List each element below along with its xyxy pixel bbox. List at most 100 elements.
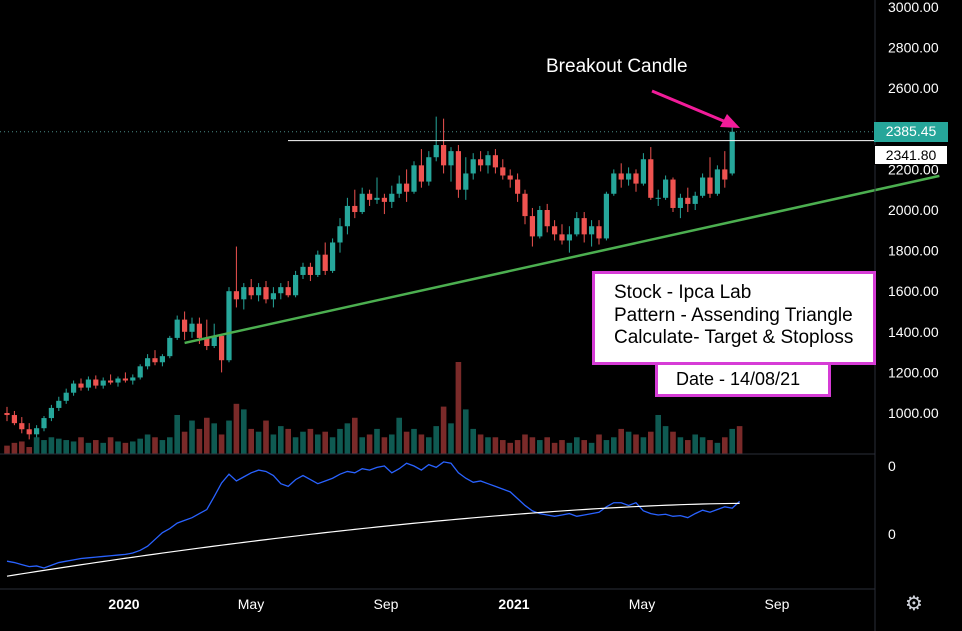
candle-body [19,423,25,430]
price-tick-label: 1600.00 [888,283,939,299]
price-tick-label: 1000.00 [888,405,939,421]
candle-body [603,193,609,239]
candle-body [589,226,595,235]
volume-bar [500,440,506,454]
volume-bar [529,437,536,454]
candle-body [219,335,225,361]
candle-body [640,159,646,184]
volume-bar [218,434,225,454]
volume-bar [211,423,217,454]
price-tick-label: 2600.00 [888,80,939,96]
candle-body [293,274,299,296]
volume-bar [352,417,358,454]
candle-body [544,210,550,227]
candle-body [707,177,713,194]
volume-bar [107,437,114,454]
candle-body [93,379,99,386]
candle-body [330,242,336,271]
candle-body [307,266,313,275]
candle-body [700,177,706,196]
volume-bar [70,441,77,454]
price-tick-label: 1400.00 [888,324,939,340]
volume-bar [655,414,661,454]
volume-bar [381,437,388,454]
candle-body [78,383,84,388]
volume-bar [537,440,543,454]
price-tick-label: 1200.00 [888,364,939,380]
volume-bar [307,428,314,454]
volume-bar [426,437,432,454]
candle-body [41,418,47,429]
volume-bar [233,403,240,454]
candle-body [167,337,173,357]
volume-bar [174,414,180,454]
volume-bar [374,428,380,454]
volume-bar [640,437,647,454]
volume-bar [670,431,676,454]
info-box: Stock - Ipca Lab Pattern - Assending Tri… [592,271,876,365]
volume-bar [440,406,447,454]
volume-bar [33,437,40,454]
volume-bar [315,434,321,454]
volume-bar [507,442,513,454]
support-trendline [184,174,940,345]
candle-body [241,287,247,300]
candle-body [463,173,469,190]
gear-icon[interactable]: ⚙ [905,591,923,615]
candle-body [285,287,291,296]
candle-body [677,197,683,208]
candle-body [159,356,165,363]
candle-body [389,193,395,202]
candle-body [596,226,602,239]
volume-bar [196,428,203,454]
volume-bar [189,420,195,454]
time-tick-label: May [238,596,264,612]
indicator-tick-label: 0 [888,526,896,542]
volume-bar [292,437,299,454]
volume-bar [685,440,691,454]
volume-bar [26,447,32,454]
volume-bar [418,434,425,454]
candle-body [663,179,669,198]
info-stock: Stock - Ipca Lab [614,282,752,303]
candle-body [404,183,410,192]
indicator-pane [6,461,741,577]
volume-bar [11,442,18,454]
price-tick-label: 2200.00 [888,161,939,177]
resistance-level-tag: 2341.80 [874,145,948,165]
candle-body [34,428,40,435]
candle-body [11,415,17,424]
arrow-shaft [651,89,727,124]
volume-bar [359,437,365,454]
volume-bar [411,428,417,454]
candle-body [685,197,691,204]
candle-body [226,291,232,361]
volume-bar [448,423,454,454]
candle-body [4,413,10,416]
volume-bar [588,442,595,454]
volume-bar [78,437,84,454]
candles [4,116,735,440]
volume-bar [677,437,684,454]
candle-body [626,173,632,180]
volume-bar [544,437,550,454]
volume-bar [144,434,151,454]
candle-body [48,407,54,419]
candle-body [478,159,484,166]
candle-body [233,291,239,300]
volume-bars [4,362,743,454]
price-tick-label: 2800.00 [888,40,939,56]
candle-body [559,234,565,241]
volume-bar [396,417,402,454]
candle-body [26,429,32,435]
candle-body [729,131,735,174]
candle-body [367,193,373,200]
candle-body [537,210,543,237]
candle-body [648,159,654,198]
candle-body [115,378,121,383]
candle-body [189,323,195,332]
time-tick-label: 2020 [108,596,139,612]
candle-body [500,167,506,176]
volume-bar [322,431,328,454]
candle-body [344,205,350,227]
